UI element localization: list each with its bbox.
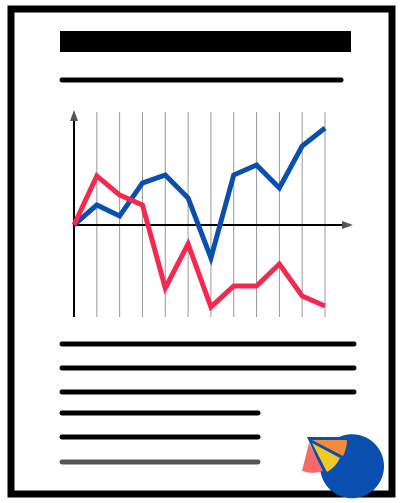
line bbox=[71, 172, 327, 312]
pie bbox=[302, 434, 384, 499]
pie-slice bbox=[312, 443, 340, 472]
y-axis-arrow bbox=[70, 110, 78, 121]
pie-slice bbox=[302, 443, 323, 473]
text-lines bbox=[59, 341, 357, 465]
line bbox=[72, 126, 327, 267]
title-bar bbox=[60, 31, 351, 52]
pie-slice bbox=[312, 440, 347, 456]
x-axis-arrow bbox=[342, 221, 353, 229]
lines bbox=[71, 126, 327, 312]
pie-slice bbox=[307, 434, 384, 499]
